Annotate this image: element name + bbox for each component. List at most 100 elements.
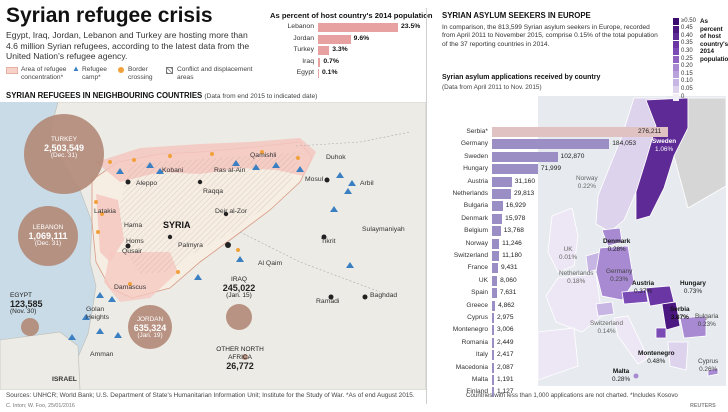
- asylum-bar-row: Bulgaria 16,929: [432, 200, 672, 212]
- host-pct-row: Jordan 9.6%: [270, 34, 426, 44]
- asylum-value-label: 29,813: [513, 190, 535, 197]
- asylum-bar-row: Germany 184,053: [432, 138, 672, 150]
- bulgaria-label: Bulgaria 0.23%: [695, 313, 718, 328]
- serbia-name: Serbia: [670, 306, 690, 313]
- asylum-bar-row: France 9,431: [432, 262, 672, 274]
- asylum-value-label: 9,431: [501, 264, 518, 272]
- asylum-country-label: Macedonia: [455, 363, 488, 371]
- norway-name: Norway: [576, 175, 598, 182]
- turkey-date: (Dec. 31): [50, 152, 78, 159]
- iraq-label: IRAQ 245,022 (Jan. 15): [214, 276, 264, 300]
- damascus-dot: [125, 243, 131, 249]
- palmyra-label: Palmyra: [178, 242, 203, 249]
- scale-swatch: [673, 18, 679, 25]
- italy-shape: [613, 315, 649, 365]
- uk-shape: [547, 207, 579, 273]
- asylum-value-label: 13,768: [503, 227, 524, 235]
- raqqa-dot: [197, 179, 203, 185]
- host-pct-row: Egypt 0.1%: [270, 69, 426, 79]
- switzerland-label: Switzerland 0.14%: [590, 320, 623, 335]
- qamishli-label: Qamishli: [250, 152, 277, 159]
- scale-swatch: [673, 78, 679, 86]
- serbia-shape: [661, 301, 681, 331]
- asylum-value-label: 102,870: [560, 152, 585, 160]
- arbil-label: Arbil: [360, 180, 374, 187]
- hama-label: Hama: [124, 222, 143, 229]
- ras-al-ain-label: Ras al-Ain: [214, 167, 246, 174]
- asylum-bar-row: Norway 11,246: [432, 238, 672, 250]
- switzerland-shape: [595, 301, 615, 317]
- norway-pct: 0.22%: [577, 182, 596, 190]
- asylum-country-label: Austria: [467, 177, 488, 185]
- germany-label: Germany 0.23%: [606, 268, 632, 283]
- montenegro-label: Montenegro 0.48%: [638, 350, 675, 365]
- intro-text: Egypt, Iraq, Jordan, Lebanon and Turkey …: [6, 30, 250, 61]
- host-pct-heading: As percent of host country's 2014 popula…: [270, 11, 433, 20]
- cyprus-name: Cyprus: [698, 358, 719, 365]
- scale-swatch: [673, 48, 679, 56]
- asylum-value-label: 7,631: [499, 289, 517, 297]
- host-pct-value: 0.1%: [322, 69, 338, 77]
- europe-heading: SYRIAN ASYLUM SEEKERS IN EUROPE: [442, 11, 591, 20]
- asylum-bar: [492, 238, 500, 249]
- jordan-date: (Jan. 19): [137, 332, 163, 339]
- sweden-label: Sweden 1.06%: [652, 138, 676, 153]
- malta-label: Malta 0.28%: [612, 368, 630, 383]
- asylum-value-label: 15,978: [505, 214, 526, 222]
- germany-shape: [595, 245, 635, 301]
- denmark-name: Denmark: [603, 238, 631, 245]
- asylum-bar-row: Montenegro 3,006: [432, 324, 672, 336]
- montenegro-shape: [655, 327, 667, 339]
- asylum-bar: [492, 127, 668, 137]
- bulgaria-pct: 0.23%: [697, 320, 716, 328]
- asylum-bar: [492, 176, 512, 187]
- asylum-bar: [492, 139, 610, 150]
- lebanon-value: 1,069,111: [28, 231, 68, 241]
- scale-swatch: [673, 33, 679, 41]
- asylum-bar-row: Austria 31,160: [432, 176, 672, 188]
- iraq-border-south: [239, 231, 381, 293]
- jordan-name: JORDAN: [136, 316, 164, 323]
- asylum-bar-row: Switzerland 11,180: [432, 250, 672, 262]
- serbia-pct: 3.87%: [670, 313, 689, 321]
- asylum-bar-row: Italy 2,417: [432, 349, 672, 361]
- host-pct-country: Lebanon: [287, 23, 314, 30]
- uk-name: UK: [563, 246, 573, 253]
- asylum-value-label: 1,127: [497, 388, 514, 396]
- asylum-value-label: 2,975: [497, 314, 514, 321]
- egypt-label: EGYPT 123,585 (Nov. 30): [10, 292, 50, 316]
- deir-al-zor-label: Deir al-Zor: [215, 208, 248, 215]
- asylum-value-label: 16,929: [505, 202, 526, 210]
- reuters-logo: REUTERS: [690, 403, 716, 409]
- host-pct-country: Turkey: [293, 46, 314, 54]
- uk-pct: 0.01%: [559, 253, 578, 261]
- hungary-label: Hungary 0.73%: [680, 280, 706, 295]
- credit-text: C. Inton; W. Foo, 25/01/2016: [6, 403, 75, 409]
- asylum-country-label: Bulgaria: [463, 202, 488, 210]
- palmyra-dot: [167, 234, 173, 240]
- asylum-bar-row: Spain 7,631: [432, 287, 672, 299]
- camp-triangle-icon: ▲: [72, 64, 80, 73]
- host-pct-bar: [318, 34, 351, 44]
- ramadi-dot: [328, 294, 334, 300]
- mosul-dot: [324, 177, 330, 183]
- montenegro-name: Montenegro: [638, 350, 675, 357]
- asylum-bar-row: Greece 4,862: [432, 300, 672, 312]
- legend-conflict-label: Conflict and displacement areas: [177, 66, 253, 81]
- jordan-bubble-label: JORDAN 635,324 (Jan. 19): [124, 316, 176, 340]
- asylum-bar: [492, 164, 538, 175]
- asylum-bar-row: Cyprus 2,975: [432, 312, 672, 324]
- hungary-name: Hungary: [680, 280, 706, 287]
- legend-border: Border crossing: [118, 66, 164, 82]
- asylum-value-label: 1,191: [497, 376, 514, 383]
- turkey-name: TURKEY: [51, 136, 77, 143]
- scale-step-label: 0.25: [681, 55, 693, 62]
- cyprus-label: Cyprus 0.26%: [698, 358, 718, 373]
- scale-step-label: 0: [681, 93, 685, 100]
- duhok-label: Duhok: [326, 154, 346, 161]
- baghdad-label: Baghdad: [370, 292, 398, 299]
- asylum-bar-row: Hungary 71,999: [432, 163, 672, 175]
- denmark-label: Denmark 0.28%: [603, 238, 630, 253]
- aleppo-dot: [125, 179, 131, 185]
- austria-label: Austria 0.37%: [632, 280, 654, 295]
